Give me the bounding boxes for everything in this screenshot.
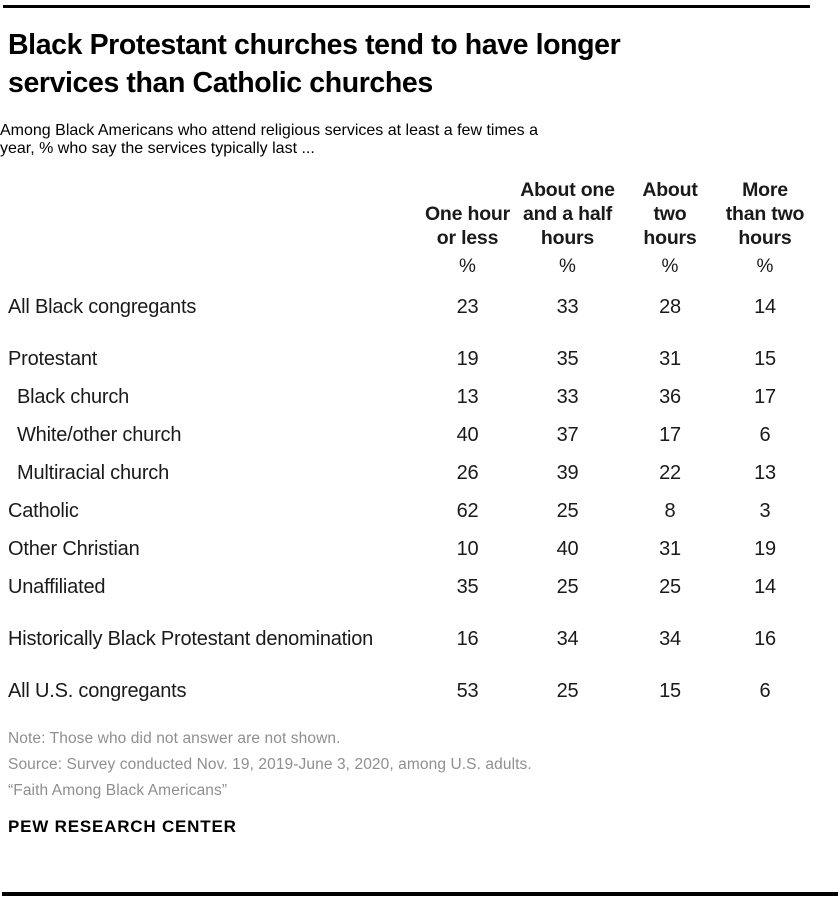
cell-value: 15 [754,347,776,370]
column-header-line: two [653,203,687,225]
page-title-line-2: services than Catholic churches [8,67,433,99]
cell-value: 19 [456,347,479,370]
row-label: Multiracial church [17,461,170,484]
table-row-historically-black-protestant: Historically Black Protestant denominati… [8,620,810,658]
row-label: All Black congregants [8,295,197,318]
table-row-white-other-church: White/other church 40 37 17 6 [8,416,810,454]
column-header-line: hours [738,227,792,249]
cell-value: 6 [759,679,771,702]
row-label: Historically Black Protestant denominati… [8,627,374,650]
cell-value: 17 [754,385,776,408]
table-header-row: One hour or less About one and a half ho… [8,178,810,250]
cell-value: 13 [456,385,479,408]
row-label: Catholic [8,499,79,522]
cell-value: 34 [659,627,681,650]
row-label: Other Christian [8,537,140,560]
table-row-all-us-congregants: All U.S. congregants 53 25 15 6 [8,672,810,710]
column-header-line: than two [725,203,805,225]
percent-sign: % [661,256,679,277]
cell-value: 33 [556,295,579,318]
cell-value: 31 [659,537,681,560]
row-label: Unaffiliated [8,575,106,598]
table-row-catholic: Catholic 62 25 8 3 [8,492,810,530]
table-row-protestant: Protestant 19 35 31 15 [8,340,810,378]
page-subtitle-line-2: year, % who say the services typically l… [0,140,315,157]
column-header-line: and a half [522,203,613,225]
column-header-one-hour-or-less: One hour or less [420,202,515,250]
cell-value: 25 [556,499,579,522]
cell-value: 10 [456,537,479,560]
percent-row: % % % % [8,250,810,284]
column-header-more-than-two-hours: More than two hours [720,178,810,250]
column-header-about-one-and-a-half-hours: About one and a half hours [515,178,620,250]
row-label: Black church [17,385,130,408]
row-label: All U.S. congregants [8,679,187,702]
cell-value: 33 [556,385,579,408]
table-row-multiracial-church: Multiracial church 26 39 22 13 [8,454,810,492]
footnotes: Note: Those who did not answer are not s… [8,726,840,804]
cell-value: 14 [754,575,776,598]
cell-value: 31 [659,347,681,370]
column-header-line: About [642,179,698,201]
cell-value: 25 [556,679,579,702]
cell-value: 15 [659,679,681,702]
page-title-line-1: Black Protestant churches tend to have l… [8,29,621,61]
cell-value: 62 [456,499,479,522]
cell-value: 23 [456,295,479,318]
column-header-line: hours [540,227,595,249]
cell-value: 25 [659,575,681,598]
cell-value: 39 [556,461,579,484]
table-row-black-church: Black church 13 33 36 17 [8,378,810,416]
cell-value: 37 [556,423,579,446]
cell-value: 22 [659,461,681,484]
cell-value: 40 [456,423,479,446]
cell-value: 16 [456,627,479,650]
column-header-line: hours [643,227,697,249]
cell-value: 3 [759,499,771,522]
cell-value: 16 [754,627,776,650]
page-title: Black Protestant churches tend to have l… [8,26,840,102]
percent-sign: % [459,256,476,277]
cell-value: 40 [556,537,579,560]
data-table: One hour or less About one and a half ho… [8,178,810,710]
cell-value: 34 [556,627,579,650]
cell-value: 53 [456,679,479,702]
column-header-line: About one [520,179,615,201]
table-row-all-black-congregants: All Black congregants 23 33 28 14 [8,288,810,326]
page-subtitle-line-1: Among Black Americans who attend religio… [0,122,539,139]
source-text: Source: Survey conducted Nov. 19, 2019-J… [8,756,532,773]
cell-value: 26 [456,461,479,484]
percent-sign: % [756,256,774,277]
table-row-unaffiliated: Unaffiliated 35 25 25 14 [8,568,810,606]
cell-value: 35 [556,347,579,370]
cell-value: 35 [456,575,479,598]
top-divider [3,5,810,8]
note-text: Note: Those who did not answer are not s… [8,730,341,747]
column-header-line: or less [436,227,499,249]
cell-value: 13 [754,461,776,484]
report-title-text: “Faith Among Black Americans” [8,782,228,799]
cell-value: 28 [659,295,681,318]
cell-value: 36 [659,385,681,408]
row-label: White/other church [17,423,182,446]
cell-value: 6 [759,423,771,446]
column-header-line: One hour [424,203,511,225]
cell-value: 25 [556,575,579,598]
row-label: Protestant [8,347,98,370]
bottom-divider [2,892,838,896]
cell-value: 17 [659,423,681,446]
column-header-about-two-hours: About two hours [620,178,720,250]
column-header-line: More [742,179,788,201]
cell-value: 14 [754,295,776,318]
percent-sign: % [559,256,576,277]
pew-research-center-wordmark: PEW RESEARCH CENTER [8,817,237,836]
cell-value: 19 [754,537,776,560]
table-row-other-christian: Other Christian 10 40 31 19 [8,530,810,568]
cell-value: 8 [664,499,676,522]
